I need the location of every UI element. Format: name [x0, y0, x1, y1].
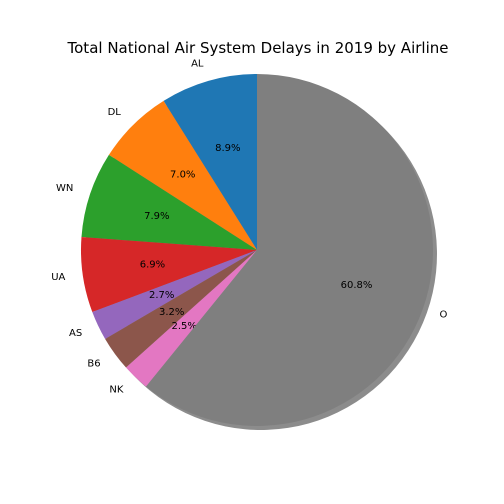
category-label-al: AL	[191, 58, 204, 69]
pie-slice-as	[92, 250, 257, 339]
pie-slice-o	[146, 74, 433, 426]
category-label-dl: DL	[108, 107, 122, 118]
category-label-ua: UA	[51, 272, 65, 283]
pie-slice-dl	[108, 100, 257, 251]
pie-slice-b6	[105, 250, 257, 368]
pct-label-nk: 2.5%	[171, 321, 196, 332]
pct-label-dl: 7.0%	[170, 169, 195, 180]
pie-slice-al	[163, 74, 257, 250]
category-label-b6: B6	[87, 359, 100, 370]
pct-label-ua: 6.9%	[140, 260, 165, 271]
category-label-wn: WN	[56, 183, 73, 194]
pct-label-wn: 7.9%	[144, 211, 169, 222]
pct-label-b6: 3.2%	[159, 307, 184, 318]
pct-label-o: 60.8%	[341, 280, 373, 291]
category-label-as: AS	[69, 328, 82, 339]
pct-label-al: 8.9%	[215, 143, 240, 154]
category-label-nk: NK	[109, 385, 123, 396]
pie-slice-ua	[81, 237, 257, 313]
pct-label-as: 2.7%	[149, 290, 174, 301]
pie-slice-wn	[81, 154, 258, 250]
chart-title: Total National Air System Delays in 2019…	[67, 39, 449, 57]
category-label-o: O	[439, 309, 447, 320]
pie-slice-nk	[125, 250, 258, 387]
